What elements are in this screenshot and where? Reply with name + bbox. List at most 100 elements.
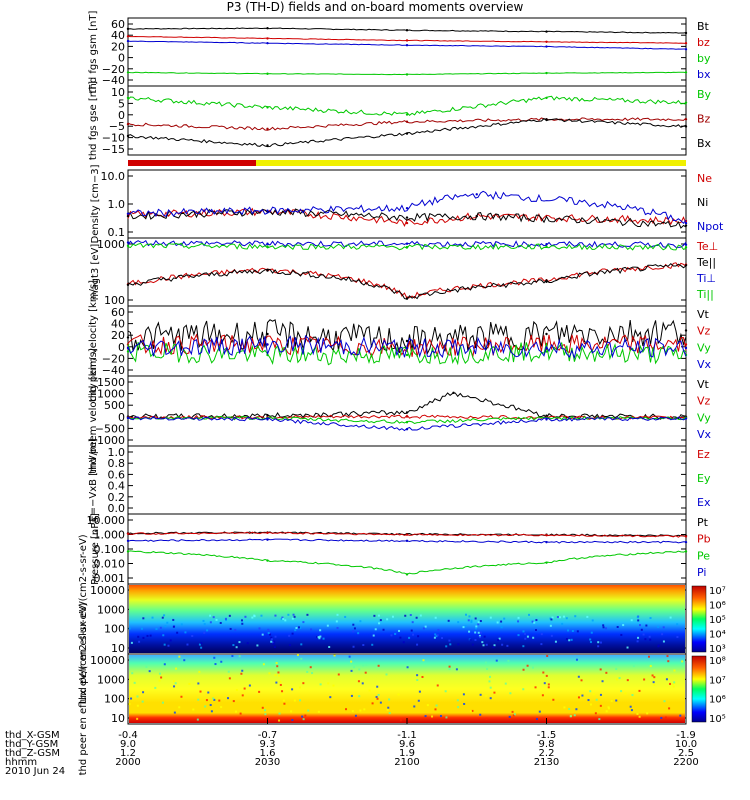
y-tick-label: 0.6 — [108, 468, 126, 481]
spectrogram-pixel — [335, 620, 338, 623]
spectrogram-pixel — [581, 694, 584, 697]
spectrogram-pixel — [291, 719, 294, 722]
spectrogram-pixel — [410, 629, 413, 632]
data-point — [126, 214, 130, 218]
spectrogram-pixel — [172, 625, 175, 628]
spectrogram-pixel — [145, 665, 148, 668]
spectrogram-pixel — [543, 682, 546, 685]
spectrogram-pixel — [248, 684, 251, 687]
spectrogram-pixel — [470, 621, 473, 624]
y-tick-label: 100 — [104, 623, 125, 636]
spectrogram-pixel — [163, 643, 166, 646]
y-tick-label: 0 — [118, 109, 125, 122]
spectrogram-pixel — [605, 671, 608, 674]
spectrogram-pixel — [546, 654, 549, 657]
spectrogram-pixel — [184, 631, 187, 634]
y-axis-label: Pressure [nPa] — [90, 513, 101, 585]
spectrogram-pixel — [413, 705, 416, 708]
spectrogram-pixel — [288, 634, 291, 637]
spectrogram-pixel — [638, 689, 641, 692]
spectrogram-pixel — [479, 620, 482, 623]
spectrogram-pixel — [302, 621, 305, 624]
spectrogram-pixel — [299, 626, 302, 629]
legend-entry: By — [697, 88, 712, 101]
spectrogram-pixel — [377, 664, 380, 667]
spectrogram-pixel — [477, 621, 480, 624]
spectrogram-pixel — [362, 644, 365, 647]
data-point — [266, 418, 269, 421]
spectrogram-pixel — [292, 613, 295, 616]
spectrogram-pixel — [283, 702, 286, 705]
spectrogram-pixel — [668, 707, 671, 710]
spectrogram-pixel — [540, 643, 543, 646]
footer-value: 2100 — [394, 757, 419, 768]
spectrogram-pixel — [445, 716, 448, 719]
spectrogram-pixel — [571, 630, 574, 633]
spectrogram-pixel — [642, 633, 645, 636]
spectrogram-pixel — [457, 706, 460, 709]
spectrogram-pixel — [636, 640, 639, 643]
spectrogram-pixel — [591, 619, 594, 622]
spectrogram-pixel — [415, 616, 418, 619]
spectrogram-pixel — [639, 624, 642, 627]
y-tick-label: 0.100 — [94, 543, 126, 556]
spectrogram-pixel — [209, 621, 212, 624]
series-line — [127, 334, 687, 360]
data-point — [684, 221, 688, 225]
spectrogram-pixel — [416, 643, 419, 646]
colorbar-tick-label: 10⁸ — [709, 656, 726, 667]
y-tick-label: 10.000 — [87, 514, 126, 527]
spectrogram-pixel — [522, 645, 525, 648]
data-point — [126, 244, 130, 248]
spectrogram-pixel — [354, 714, 357, 717]
spectrogram-pixel — [626, 646, 629, 649]
spectrogram-pixel — [485, 717, 488, 720]
spectrogram-pixel — [620, 690, 623, 693]
spectrogram-pixel — [239, 712, 242, 715]
spectrogram-pixel — [272, 641, 275, 644]
spectrogram-pixel — [350, 660, 353, 663]
spectrogram-pixel — [482, 644, 485, 647]
spectrogram-pixel — [213, 698, 216, 701]
spectrogram-pixel — [576, 630, 579, 633]
spectrogram-pixel — [532, 636, 535, 639]
spectrogram-pixel — [388, 712, 391, 715]
spectrogram-pixel — [166, 621, 169, 624]
spectrogram-pixel — [478, 636, 481, 639]
data-point — [405, 216, 409, 219]
spectrogram-pixel — [258, 690, 261, 693]
spectrogram-pixel — [657, 625, 660, 628]
spectrogram-pixel — [474, 638, 477, 641]
series-line — [127, 117, 687, 148]
data-point — [545, 332, 548, 336]
spectrogram-pixel — [681, 660, 684, 663]
spectrogram-pixel — [457, 621, 460, 624]
spectrogram-pixel — [597, 641, 600, 644]
footer-value: -1.1 — [397, 730, 417, 741]
spectrogram-pixel — [164, 625, 167, 628]
y-tick-label: 10000 — [90, 584, 125, 597]
footer-value: -1.5 — [537, 730, 557, 741]
mode-bar-yellow — [256, 160, 686, 166]
spectrogram-pixel — [462, 626, 465, 629]
spectrogram-pixel — [262, 663, 265, 666]
spectrogram-pixel — [241, 622, 244, 625]
y-tick-label: 40 — [111, 29, 125, 42]
spectrogram-pixel — [213, 656, 216, 659]
spectrogram-pixel — [278, 712, 281, 715]
spectrogram-pixel — [205, 699, 208, 702]
spectrogram-pixel — [282, 699, 285, 702]
spectrogram-pixel — [172, 618, 175, 621]
spectrogram-pixel — [319, 629, 322, 632]
spectrogram-pixel — [158, 672, 161, 675]
spectrogram-pixel — [386, 618, 389, 621]
spectrogram-pixel — [489, 675, 492, 678]
spectrogram-pixel — [506, 644, 509, 647]
spectrogram-pixel — [402, 641, 405, 644]
spectrogram-pixel — [477, 631, 480, 634]
spectrogram-pixel — [373, 614, 376, 617]
legend-entry: Ex — [697, 496, 711, 509]
spectrogram-pixel — [273, 640, 276, 643]
mode-bar-red — [128, 160, 256, 166]
